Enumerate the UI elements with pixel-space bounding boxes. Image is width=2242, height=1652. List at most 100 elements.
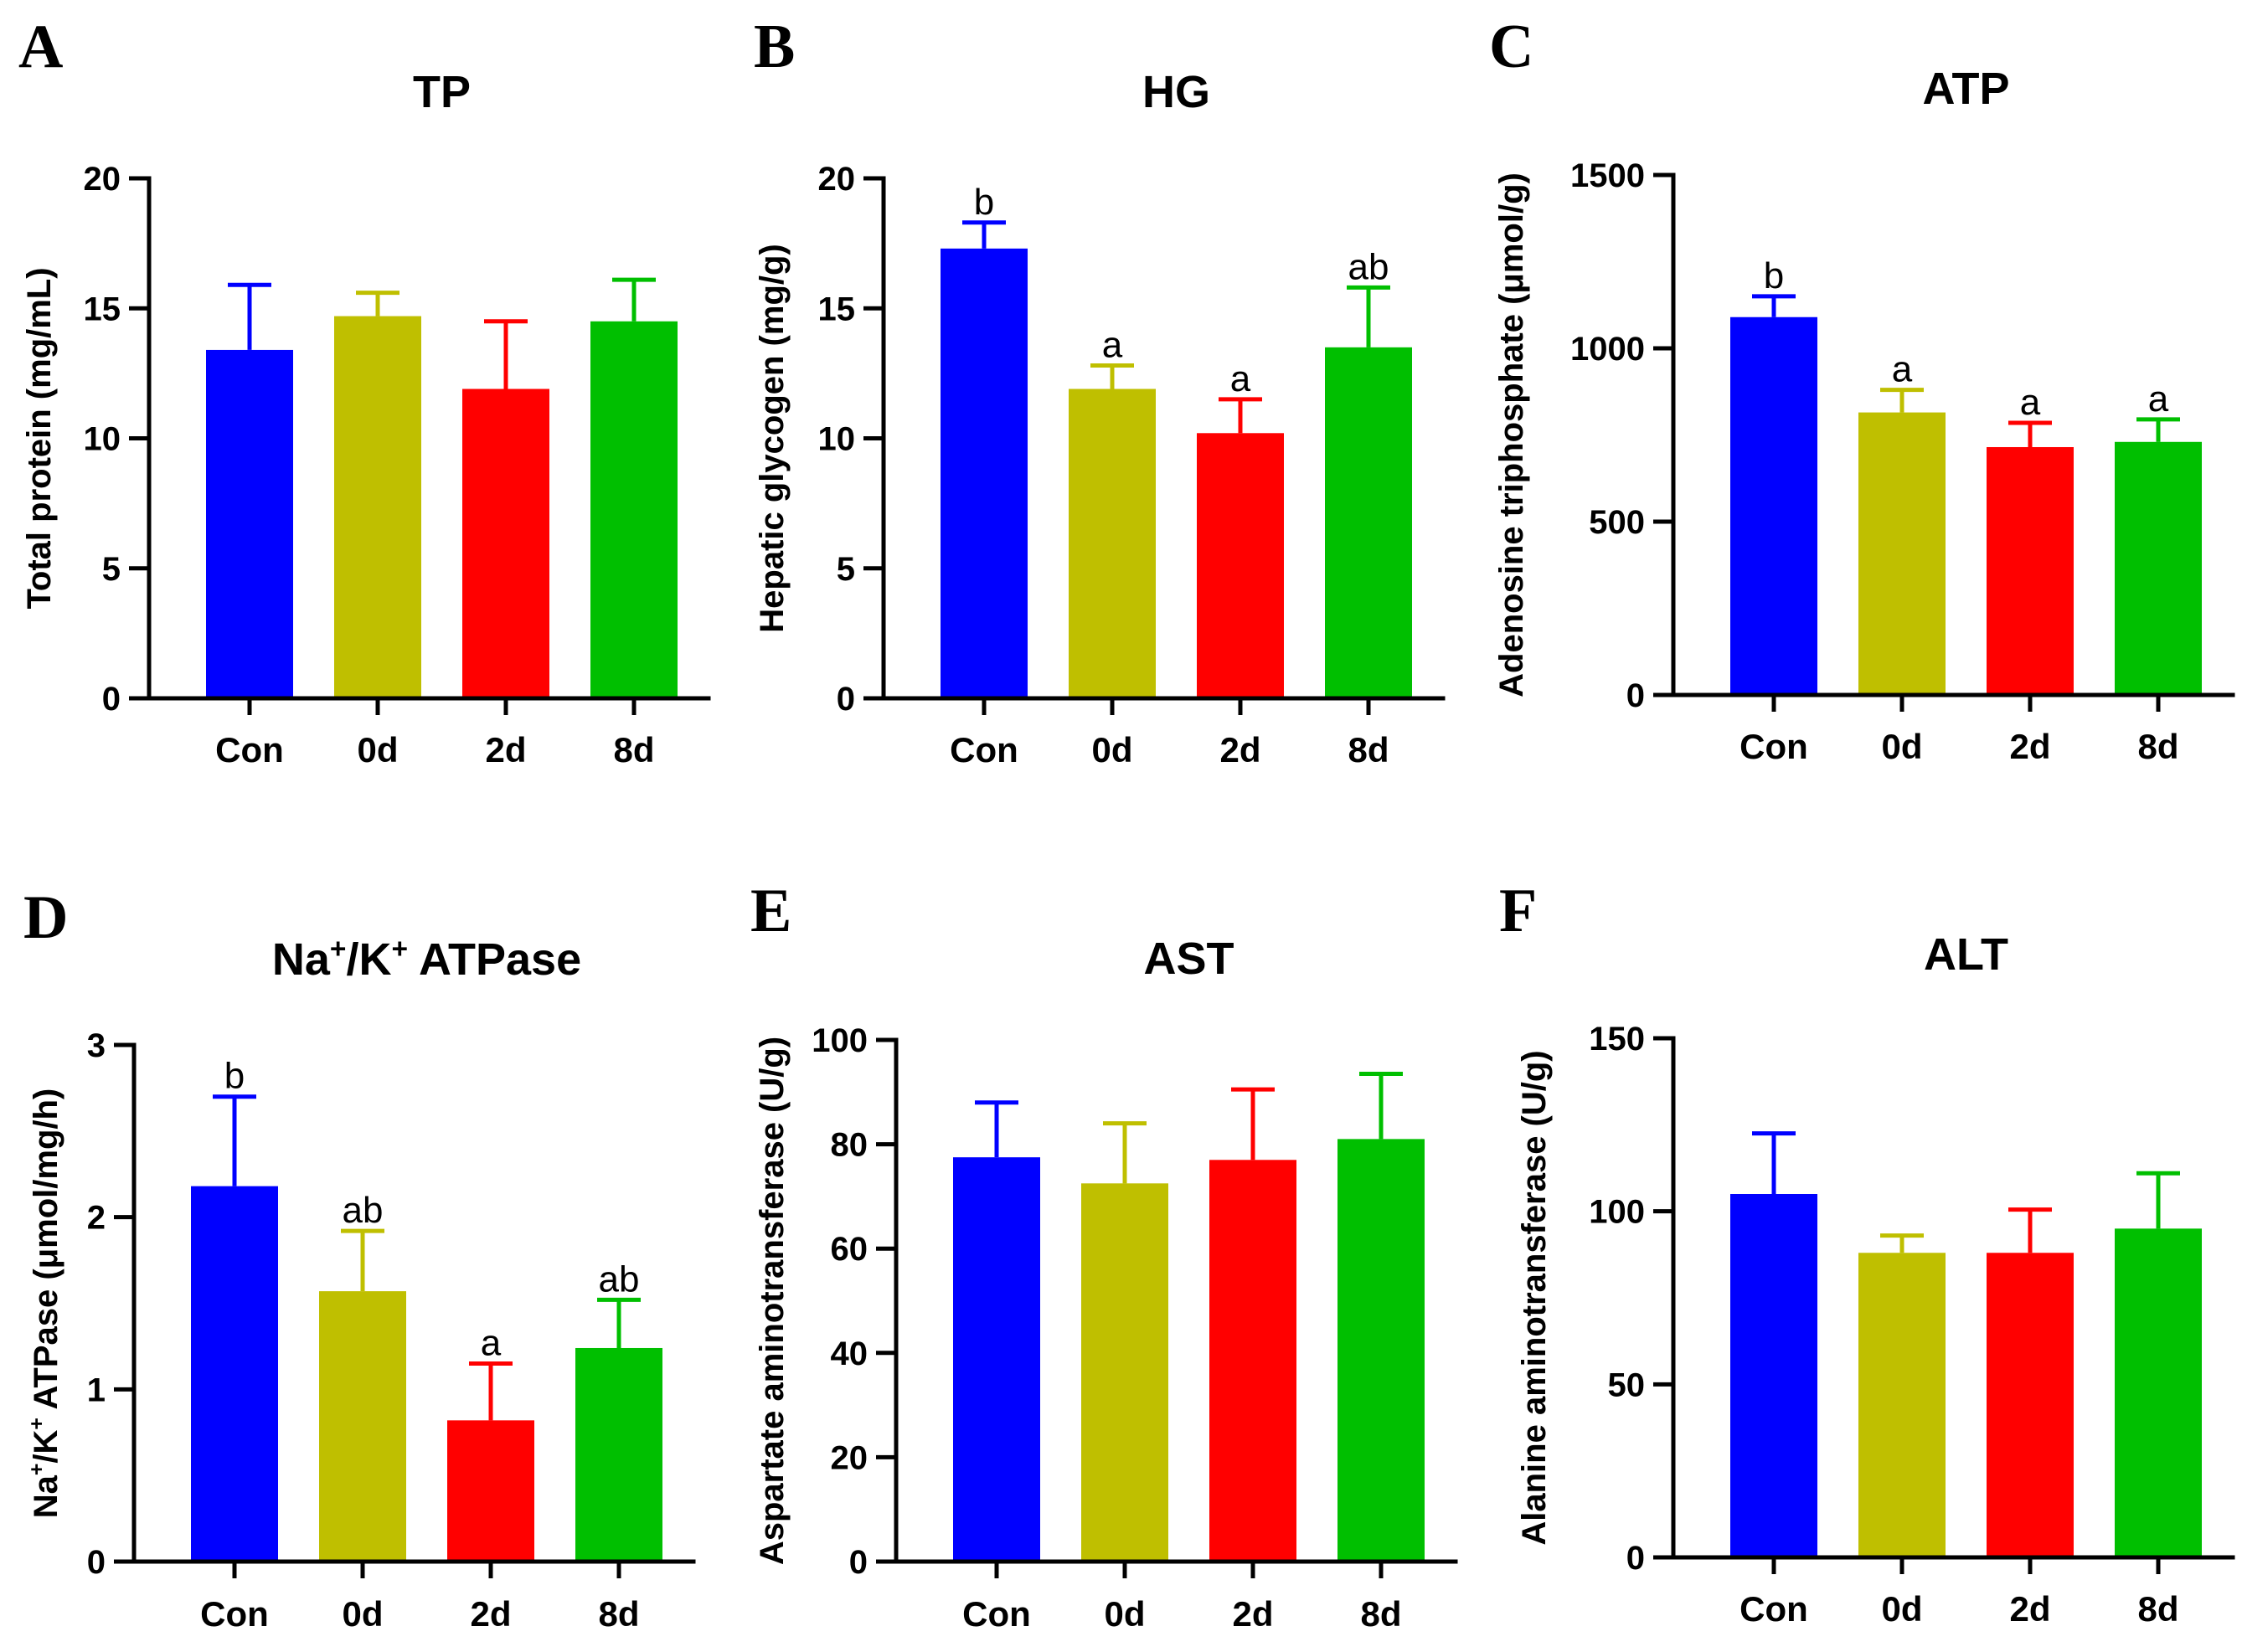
- chart-title: ALT: [1924, 929, 2008, 980]
- bar-2d: [1197, 433, 1284, 698]
- significance-label: ab: [343, 1190, 384, 1231]
- x-tick-label: 2d: [2009, 727, 2050, 766]
- y-axis-label: Na+/K+ ATPase (μmol/mg/h): [26, 1088, 64, 1519]
- y-axis-label: Total protein (mg/mL): [21, 267, 58, 609]
- significance-label: b: [974, 182, 994, 223]
- x-tick-label: 8d: [598, 1594, 639, 1634]
- y-tick-label: 10: [84, 421, 121, 458]
- y-tick-label: 0: [1626, 1540, 1645, 1577]
- panel-c: C ATP Adenosine triphosphate (μmol/g) b Con a…: [1489, 13, 2235, 766]
- x-tick-label: 2d: [1219, 730, 1260, 769]
- panel-letter: D: [23, 883, 68, 952]
- x-tick-label: 2d: [1232, 1594, 1273, 1634]
- x-tick-label: 0d: [1104, 1594, 1145, 1634]
- y-axis-label: Aspartate aminotransferase (U/g): [754, 1037, 791, 1565]
- y-axis-label: Adenosine triphosphate (μmol/g): [1493, 172, 1530, 697]
- bar-0d: [1069, 389, 1156, 698]
- bar-0d: [1858, 412, 1946, 695]
- y-tick-label: 0: [1626, 677, 1645, 714]
- y-tick-label: 0: [837, 681, 855, 718]
- significance-label: a: [1102, 325, 1123, 366]
- y-tick-label: 0: [87, 1544, 106, 1581]
- y-tick-label: 15: [818, 291, 856, 327]
- x-tick-label: Con: [1739, 727, 1808, 766]
- bar-8d: [590, 321, 678, 698]
- y-tick-label: 5: [837, 551, 855, 588]
- y-tick-label: 10: [818, 421, 856, 458]
- bar-8d: [2115, 1228, 2202, 1557]
- y-tick-label: 15: [84, 291, 121, 327]
- panel-e: E AST Aspartate aminotransferase (U/g) Con 0…: [750, 877, 1458, 1634]
- significance-label: a: [1892, 349, 1913, 390]
- chart-title: AST: [1144, 934, 1234, 984]
- bar-8d: [1337, 1139, 1425, 1562]
- panel-letter: F: [1499, 877, 1537, 945]
- significance-label: b: [224, 1056, 245, 1097]
- bar-con: [1730, 1194, 1817, 1557]
- y-tick-label: 1000: [1570, 331, 1645, 368]
- bar-8d: [1325, 347, 1412, 698]
- x-tick-label: 8d: [1360, 1594, 1401, 1634]
- x-tick-label: 8d: [2137, 727, 2178, 766]
- bar-con: [953, 1157, 1040, 1562]
- y-tick-label: 1: [87, 1372, 106, 1408]
- x-tick-label: Con: [950, 730, 1018, 769]
- bar-0d: [319, 1291, 406, 1562]
- y-axis-label: Hepatic glycogen (mg/g): [754, 244, 791, 633]
- bar-0d: [334, 316, 421, 698]
- x-tick-label: Con: [962, 1594, 1031, 1634]
- bar-8d: [2115, 441, 2202, 695]
- panel-a: A TP Total protein (mg/mL) Con 0d 2d 8d 0 5 10 15 2…: [18, 13, 711, 769]
- y-tick-label: 100: [1589, 1194, 1645, 1231]
- y-axis-label: Alanine aminotransferase (U/g): [1516, 1050, 1553, 1545]
- y-tick-label: 0: [849, 1544, 868, 1581]
- significance-label: a: [2020, 382, 2041, 423]
- y-tick-label: 40: [831, 1335, 868, 1372]
- significance-label: b: [1764, 255, 1784, 296]
- x-tick-label: 8d: [2137, 1589, 2178, 1629]
- chart-title: Na+/K+ ATPase: [272, 934, 581, 985]
- x-tick-label: 2d: [2009, 1589, 2050, 1629]
- y-tick-label: 500: [1589, 504, 1645, 541]
- x-tick-label: 0d: [1881, 727, 1922, 766]
- significance-label: ab: [599, 1258, 640, 1299]
- bar-con: [206, 349, 293, 698]
- x-tick-label: 0d: [1091, 730, 1132, 769]
- y-tick-label: 50: [1608, 1366, 1646, 1403]
- y-tick-label: 80: [831, 1127, 868, 1164]
- significance-label: a: [481, 1322, 502, 1363]
- bar-con: [1730, 317, 1817, 695]
- x-tick-label: 2d: [485, 730, 526, 769]
- bar-2d: [447, 1420, 534, 1562]
- significance-label: ab: [1348, 246, 1389, 287]
- bar-2d: [1987, 1253, 2074, 1557]
- x-tick-label: 2d: [470, 1594, 511, 1634]
- y-tick-label: 0: [102, 681, 121, 718]
- y-tick-label: 5: [102, 551, 121, 588]
- y-tick-label: 20: [818, 161, 856, 198]
- chart-title: TP: [413, 67, 471, 117]
- bar-2d: [1987, 446, 2074, 695]
- y-tick-label: 2: [87, 1200, 106, 1237]
- x-tick-label: Con: [1739, 1589, 1808, 1629]
- bar-8d: [575, 1347, 662, 1562]
- significance-label: a: [1230, 358, 1251, 399]
- x-tick-label: Con: [215, 730, 284, 769]
- x-tick-label: 8d: [613, 730, 654, 769]
- x-tick-label: Con: [200, 1594, 269, 1634]
- panel-b: B HG Hepatic glycogen (mg/g) b Con a 0d a 2d ab 8d…: [754, 13, 1446, 769]
- chart-title: HG: [1142, 67, 1210, 117]
- bar-2d: [462, 389, 549, 698]
- x-tick-label: 8d: [1348, 730, 1389, 769]
- y-tick-label: 20: [84, 161, 121, 198]
- y-tick-label: 1500: [1570, 157, 1645, 194]
- significance-label: a: [2148, 378, 2169, 419]
- panel-letter: C: [1489, 13, 1533, 81]
- panel-letter: B: [754, 13, 795, 81]
- y-tick-label: 100: [812, 1022, 868, 1059]
- y-tick-label: 150: [1589, 1021, 1645, 1058]
- bar-con: [941, 248, 1028, 699]
- panel-d: D Na+/K+ ATPase Na+/K+ ATPase (μmol/mg/h) b…: [23, 883, 696, 1634]
- panel-f: F ALT Alanine aminotransferase (U/g) Con 0d 2…: [1499, 877, 2235, 1629]
- chart-title: ATP: [1923, 64, 2010, 114]
